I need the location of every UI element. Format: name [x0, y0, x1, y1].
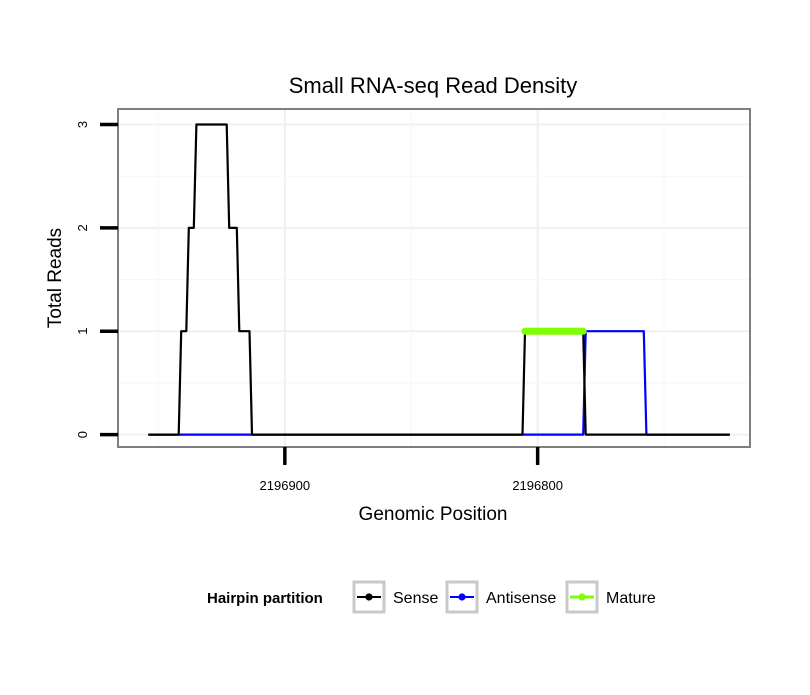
chart-title: Small RNA-seq Read Density — [289, 73, 578, 98]
axes: 2196900 2196800 0 1 2 3 — [75, 121, 563, 493]
legend-item-mature: Mature — [565, 580, 656, 614]
plot-background — [118, 109, 750, 447]
legend-label: Sense — [393, 590, 438, 607]
x-tick-label: 2196800 — [512, 478, 563, 493]
y-axis-label: Total Reads — [45, 228, 66, 328]
legend-item-antisense: Antisense — [445, 580, 556, 614]
x-tick-label: 2196900 — [260, 478, 311, 493]
legend-title: Hairpin partition — [207, 590, 323, 607]
y-tick-label: 0 — [75, 431, 90, 438]
legend-item-sense: Sense — [352, 580, 438, 614]
legend-label: Mature — [606, 590, 656, 607]
x-axis-label: Genomic Position — [359, 504, 508, 525]
legend-key-point — [458, 593, 466, 601]
legend-label: Antisense — [486, 590, 556, 607]
legend: Hairpin partition Sense Antisense Mature — [207, 580, 656, 614]
plot-border — [117, 108, 751, 448]
y-tick-label: 3 — [75, 121, 90, 128]
legend-key-point — [578, 593, 586, 601]
legend-key-point — [365, 593, 373, 601]
series-lines — [148, 123, 730, 436]
y-tick-label: 1 — [75, 328, 90, 335]
y-tick-label: 2 — [75, 224, 90, 231]
